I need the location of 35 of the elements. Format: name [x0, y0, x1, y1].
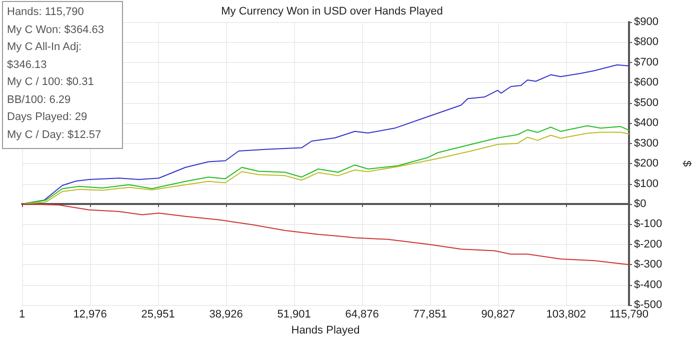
y-tick-label: $300 — [634, 137, 658, 150]
y-tick-label: $-100 — [634, 218, 662, 230]
y-tick-label: $700 — [634, 56, 658, 68]
x-tick-label: 51,901 — [277, 308, 311, 321]
y-tick-label: $800 — [634, 36, 658, 48]
line-series — [22, 203, 630, 266]
x-tick-label: 25,951 — [141, 308, 175, 321]
annotation: Days Played: 29 — [7, 110, 88, 125]
annotation: My C / 100: $0.31 — [7, 75, 95, 90]
y-tick-label: $600 — [634, 76, 658, 89]
y-tick-label: $100 — [634, 178, 658, 190]
y-axis-title: $ — [680, 160, 692, 167]
annotation: My C / Day: $12.57 — [7, 128, 102, 142]
y-tick-label: $-200 — [634, 238, 662, 250]
x-tick-label: 1 — [18, 308, 26, 321]
x-tick-label: 115,790 — [610, 308, 648, 321]
annotation: BB/100: 6.29 — [7, 92, 72, 108]
y-tick-label: $-300 — [634, 258, 662, 271]
y-tick-label: $0 — [634, 198, 646, 210]
text: Hands: 115,790 — [7, 5, 85, 20]
x-tick-label: 90,827 — [481, 308, 515, 321]
x-tick-label: 103,802 — [546, 308, 586, 321]
annotation: My C All-In Adj: $346.13 — [7, 40, 83, 72]
x-tick-label: 38,926 — [209, 308, 243, 321]
y-tick-label: $200 — [634, 158, 658, 170]
y-tick-label: $400 — [634, 117, 658, 130]
x-tick-label: 12,976 — [73, 308, 107, 321]
x-tick-label: 77,851 — [413, 308, 447, 321]
y-tick-label: $-400 — [634, 278, 662, 291]
annotation: My C Won: $364.63 — [7, 22, 106, 38]
y-tick-label: $900 — [634, 16, 658, 28]
y-tick-label: $500 — [634, 96, 658, 109]
x-axis-title: Hands Played — [291, 324, 360, 336]
x-tick-label: 64,876 — [345, 308, 379, 321]
chart-title: My Currency Won in USD over Hands Played — [221, 6, 443, 18]
